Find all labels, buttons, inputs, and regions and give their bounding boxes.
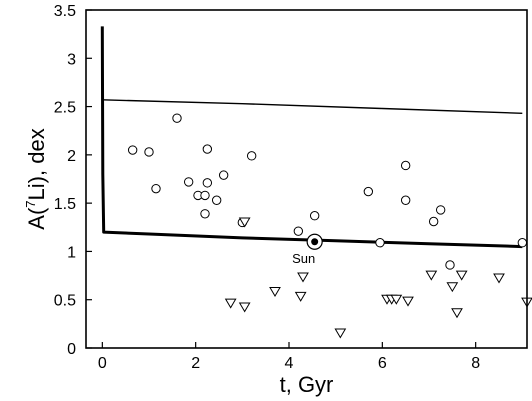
- upper-limit-triangle: [446, 282, 459, 293]
- data-point-circle: [127, 145, 138, 155]
- upper-limit-triangle: [269, 287, 281, 298]
- model-curve-thick: [100, 26, 523, 249]
- sun-label: Sun: [292, 251, 315, 266]
- x-axis-label: t, Gyr: [280, 372, 334, 397]
- model-curves: [100, 26, 523, 249]
- y-tick-label: 3: [67, 51, 76, 68]
- data-point-circle: [375, 238, 385, 248]
- x-tick-label: 0: [98, 355, 107, 372]
- y-tick-label: 2.5: [54, 100, 76, 117]
- y-axis-label-suffix: Li), dex: [24, 128, 49, 200]
- y-tick-label: 3.5: [54, 3, 76, 20]
- data-point-circle: [200, 209, 210, 219]
- y-tick-label: 0: [67, 341, 76, 358]
- model-curve-thin: [102, 99, 523, 114]
- data-point-circle: [246, 151, 257, 161]
- upper-limit-triangle: [294, 291, 307, 302]
- data-point-circle: [363, 186, 374, 197]
- upper-limit-triangle: [297, 272, 309, 283]
- data-point-circle: [172, 113, 182, 123]
- y-tick-label: 2: [67, 148, 76, 165]
- upper-limit-triangle: [238, 302, 251, 313]
- upper-limit-triangle: [455, 270, 468, 281]
- upper-limit-triangle: [451, 308, 463, 319]
- sun-dot: [311, 238, 319, 246]
- y-axis-label-superscript: 7: [23, 200, 38, 207]
- data-point-circle: [144, 147, 154, 157]
- data-point-circle: [309, 210, 320, 221]
- x-tick-label: 4: [285, 355, 294, 372]
- data-point-circle: [151, 183, 161, 194]
- data-point-circle: [400, 195, 411, 205]
- y-tick-label: 1: [67, 244, 76, 261]
- upper-limit-triangle: [238, 217, 251, 228]
- data-point-circle: [445, 260, 455, 270]
- data-point-circle: [183, 177, 194, 187]
- data-point-circle: [200, 190, 210, 201]
- data-point-circle: [428, 216, 439, 227]
- upper-limit-triangle: [402, 296, 414, 307]
- y-tick-label: 0.5: [54, 293, 76, 310]
- y-axis-label: A(7Li), dex: [23, 128, 49, 229]
- upper-limit-triangle: [224, 298, 237, 309]
- data-point-circle: [435, 205, 446, 215]
- x-tick-label: 8: [471, 355, 480, 372]
- data-point-circle: [218, 170, 229, 180]
- x-tick-label: 2: [191, 355, 200, 372]
- axis-ticks: 0 2 4 6 8 0 0.5 1 1.5 2 2.5 3 3.5: [54, 3, 480, 372]
- data-point-circle: [211, 195, 222, 205]
- data-point-circle: [517, 238, 528, 248]
- upper-limit-triangle: [425, 270, 438, 281]
- y-tick-label: 1.5: [54, 196, 76, 213]
- sun-marker: Sun: [292, 233, 323, 266]
- y-axis-label-prefix: A(: [24, 207, 49, 230]
- upper-limit-triangle: [493, 273, 505, 284]
- upper-limit-triangle: [334, 328, 347, 339]
- data-point-circle: [400, 160, 411, 171]
- upper-limit-triangle: [390, 294, 403, 305]
- data-point-circle: [293, 226, 304, 236]
- data-point-circle: [202, 178, 213, 188]
- x-tick-label: 6: [378, 355, 387, 372]
- plot-frame: [85, 9, 528, 349]
- data-points: [127, 113, 532, 339]
- data-point-circle: [202, 144, 213, 154]
